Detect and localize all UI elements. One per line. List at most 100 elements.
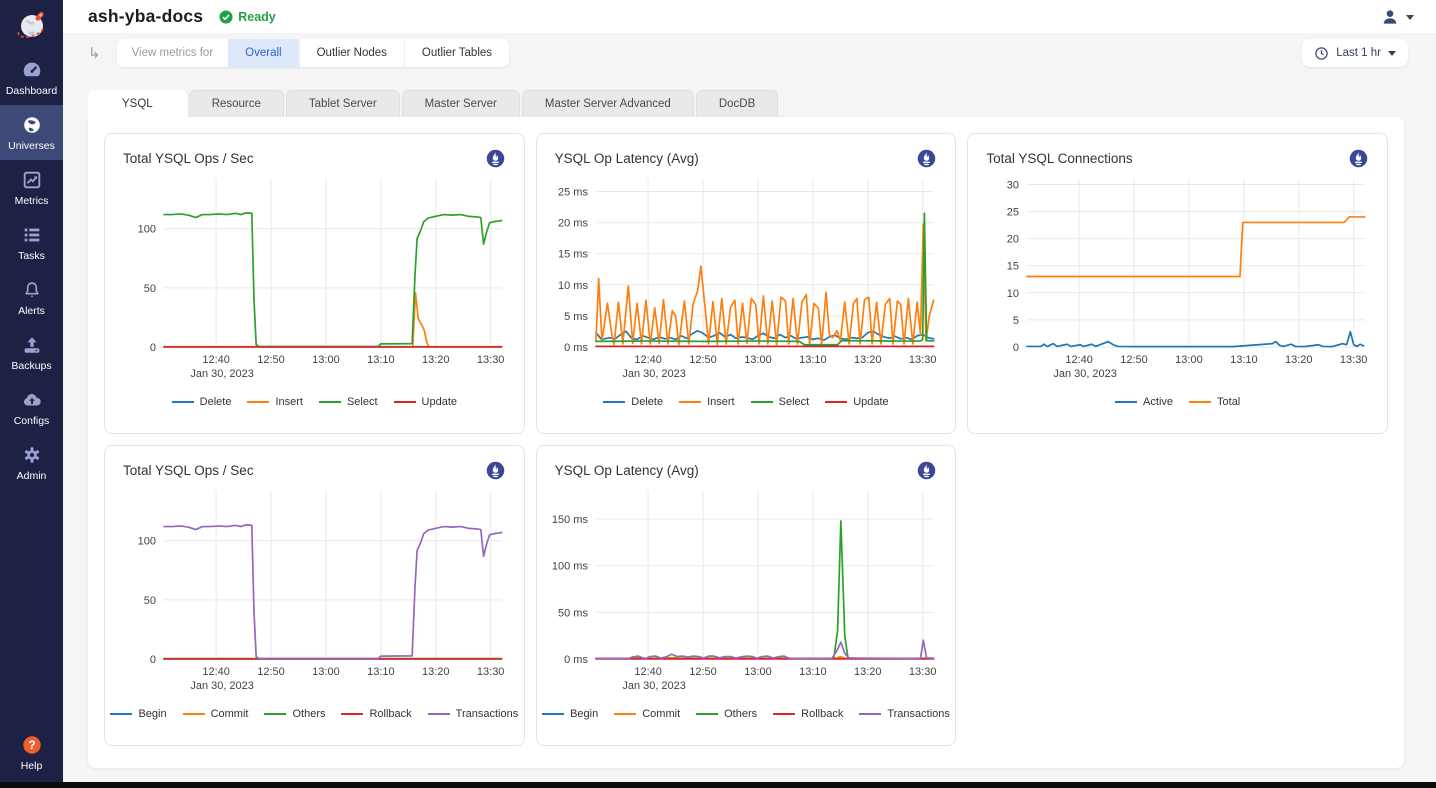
legend-label: Commit	[642, 708, 680, 720]
sidebar-item-configs[interactable]: Configs	[0, 380, 63, 435]
prometheus-icon[interactable]	[916, 148, 937, 169]
chart-plot-area[interactable]: 12:4012:5013:0013:1013:2013:30Jan 30, 20…	[549, 171, 944, 387]
legend-swatch	[679, 401, 701, 403]
sidebar-item-alerts[interactable]: Alerts	[0, 270, 63, 325]
legend-label: Commit	[211, 708, 249, 720]
legend-swatch	[859, 713, 881, 715]
svg-text:10: 10	[1007, 288, 1019, 300]
legend-item-others[interactable]: Others	[264, 708, 325, 720]
svg-text:12:50: 12:50	[689, 666, 717, 678]
legend-item-total[interactable]: Total	[1189, 396, 1240, 408]
sidebar-item-universes[interactable]: Universes	[0, 105, 63, 160]
chart-plot-area[interactable]: 12:4012:5013:0013:1013:2013:30Jan 30, 20…	[980, 171, 1375, 387]
time-range-caret-icon	[1388, 51, 1396, 56]
svg-text:20: 20	[1007, 234, 1019, 246]
legend-item-begin[interactable]: Begin	[542, 708, 598, 720]
time-range-selector[interactable]: Last 1 hr	[1302, 39, 1408, 67]
chart-plot-area[interactable]: 12:4012:5013:0013:1013:2013:30Jan 30, 20…	[117, 171, 512, 387]
legend-item-rollback[interactable]: Rollback	[773, 708, 843, 720]
svg-text:Jan 30, 2023: Jan 30, 2023	[190, 368, 254, 380]
legend-item-update[interactable]: Update	[825, 396, 888, 408]
sidebar-item-label: Admin	[17, 470, 47, 482]
svg-text:Jan 30, 2023: Jan 30, 2023	[1054, 368, 1118, 380]
legend-item-update[interactable]: Update	[394, 396, 457, 408]
svg-text:20 ms: 20 ms	[558, 218, 588, 230]
svg-text:100: 100	[138, 536, 156, 548]
tab-docdb[interactable]: DocDB	[696, 90, 778, 117]
svg-text:5 ms: 5 ms	[564, 311, 588, 323]
legend-label: Rollback	[801, 708, 843, 720]
svg-text:12:50: 12:50	[257, 666, 285, 678]
tab-master-server-advanced[interactable]: Master Server Advanced	[522, 90, 694, 117]
svg-text:15 ms: 15 ms	[558, 249, 588, 261]
chart-plot-area[interactable]: 12:4012:5013:0013:1013:2013:30Jan 30, 20…	[549, 483, 944, 699]
tab-ysql[interactable]: YSQL	[88, 90, 187, 117]
tab-resource[interactable]: Resource	[189, 90, 284, 117]
chart-card-total-ysql-ops: Total YSQL Ops / Sec 12:4012:5013:0013:1…	[104, 133, 525, 434]
legend-item-active[interactable]: Active	[1115, 396, 1173, 408]
legend-item-insert[interactable]: Insert	[679, 396, 735, 408]
sidebar-item-dashboard[interactable]: Dashboard	[0, 50, 63, 105]
legend-label: Total	[1217, 396, 1240, 408]
svg-text:13:00: 13:00	[312, 666, 340, 678]
chart-title: Total YSQL Ops / Sec	[123, 463, 254, 478]
svg-text:12:40: 12:40	[634, 666, 662, 678]
user-menu-caret-icon[interactable]	[1406, 15, 1414, 20]
sidebar-item-help[interactable]: ? Help	[0, 725, 63, 782]
svg-text:12:40: 12:40	[202, 666, 230, 678]
svg-text:13:00: 13:00	[312, 354, 340, 366]
prometheus-icon[interactable]	[916, 460, 937, 481]
svg-text:13:30: 13:30	[909, 354, 937, 366]
legend-swatch	[1115, 401, 1137, 403]
sidebar-item-admin[interactable]: Admin	[0, 435, 63, 490]
metrics-controls-row: ↳ View metrics for Overall Outlier Nodes…	[88, 38, 1408, 68]
legend-label: Others	[724, 708, 757, 720]
legend-item-insert[interactable]: Insert	[247, 396, 303, 408]
help-icon: ?	[21, 734, 43, 756]
scope-tab-outlier-nodes[interactable]: Outlier Nodes	[299, 39, 404, 67]
prometheus-icon[interactable]	[485, 460, 506, 481]
sidebar-item-metrics[interactable]: Metrics	[0, 160, 63, 215]
planet-rocket-logo-icon	[12, 5, 52, 45]
admin-icon	[21, 444, 43, 466]
legend-item-delete[interactable]: Delete	[603, 396, 663, 408]
legend-label: Delete	[631, 396, 663, 408]
legend-item-commit[interactable]: Commit	[183, 708, 249, 720]
backups-icon	[21, 334, 43, 356]
sidebar-item-tasks[interactable]: Tasks	[0, 215, 63, 270]
legend-swatch	[773, 713, 795, 715]
scope-tab-outlier-tables[interactable]: Outlier Tables	[404, 39, 509, 67]
sidebar-item-backups[interactable]: Backups	[0, 325, 63, 380]
legend-label: Update	[422, 396, 457, 408]
legend-item-others[interactable]: Others	[696, 708, 757, 720]
svg-text:50: 50	[144, 283, 156, 295]
sidebar-item-label: Tasks	[18, 250, 45, 262]
legend-item-select[interactable]: Select	[751, 396, 810, 408]
legend-label: Begin	[570, 708, 598, 720]
prometheus-icon[interactable]	[1348, 148, 1369, 169]
legend-item-transactions[interactable]: Transactions	[428, 708, 519, 720]
legend-item-begin[interactable]: Begin	[110, 708, 166, 720]
legend-item-delete[interactable]: Delete	[172, 396, 232, 408]
app-logo[interactable]	[0, 0, 63, 50]
chart-card-total-ysql-connections: Total YSQL Connections 12:4012:5013:0013…	[967, 133, 1388, 434]
legend-item-select[interactable]: Select	[319, 396, 378, 408]
legend-label: Transactions	[887, 708, 950, 720]
sidebar: Dashboard Universes Metrics Tasks	[0, 0, 63, 782]
svg-text:Jan 30, 2023: Jan 30, 2023	[622, 680, 686, 692]
universe-title: ash-yba-docs	[88, 6, 203, 27]
legend-item-transactions[interactable]: Transactions	[859, 708, 950, 720]
chart-card-ysql-op-latency: YSQL Op Latency (Avg) 12:4012:5013:0013:…	[536, 133, 957, 434]
svg-text:12:50: 12:50	[1121, 354, 1149, 366]
svg-text:12:40: 12:40	[202, 354, 230, 366]
legend-item-rollback[interactable]: Rollback	[341, 708, 411, 720]
scope-tab-overall[interactable]: Overall	[228, 39, 298, 67]
tab-master-server[interactable]: Master Server	[402, 90, 520, 117]
user-icon[interactable]	[1380, 7, 1400, 27]
alerts-icon	[21, 279, 43, 301]
chart-plot-area[interactable]: 12:4012:5013:0013:1013:2013:30Jan 30, 20…	[117, 483, 512, 699]
tab-tablet-server[interactable]: Tablet Server	[286, 90, 400, 117]
prometheus-icon[interactable]	[485, 148, 506, 169]
legend-swatch	[183, 713, 205, 715]
legend-item-commit[interactable]: Commit	[614, 708, 680, 720]
